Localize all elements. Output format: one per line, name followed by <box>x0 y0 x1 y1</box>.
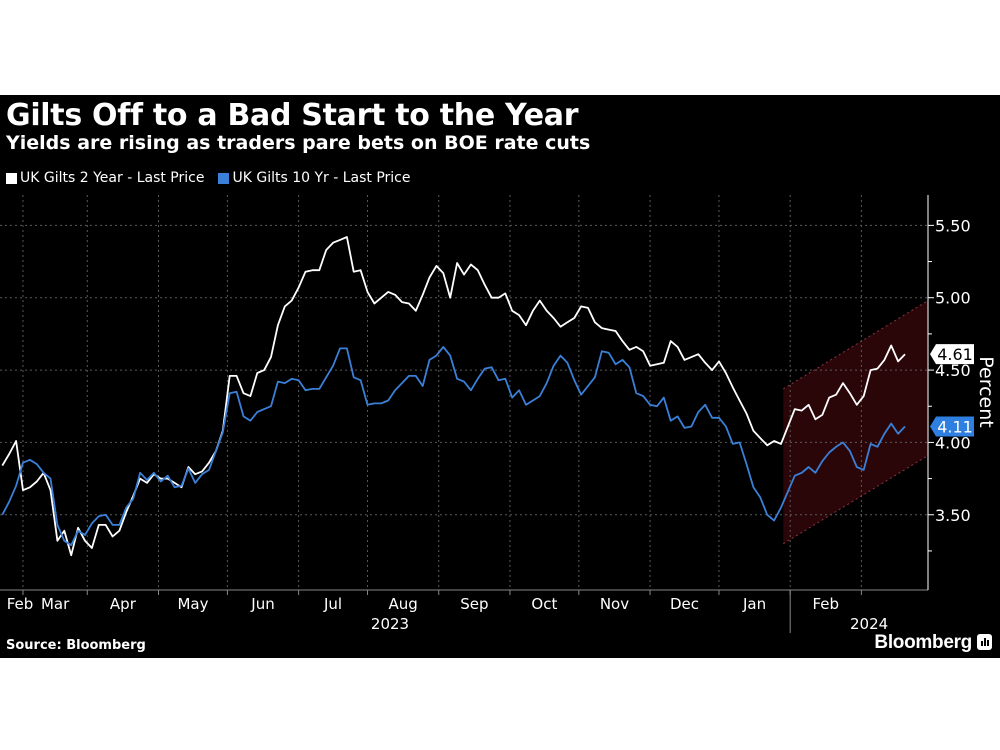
y-tick-label: 5.50 <box>935 216 971 235</box>
source-note: Source: Bloomberg <box>6 638 146 653</box>
legend: UK Gilts 2 Year - Last Price UK Gilts 10… <box>6 170 411 186</box>
legend-item-2y: UK Gilts 2 Year - Last Price <box>6 170 204 186</box>
x-month-label: Jul <box>323 595 342 613</box>
x-month-label: Nov <box>600 595 629 613</box>
trend-channel-upper-edge <box>783 300 929 390</box>
y-axis-title: Percent <box>975 356 997 428</box>
x-month-label: Sep <box>460 595 488 613</box>
y-tick-label: 3.50 <box>935 506 971 525</box>
series-points-10y <box>2 347 905 545</box>
bloomberg-chart-icon <box>977 634 992 650</box>
x-month-label: Jan <box>742 595 766 613</box>
y-tick-label: 4.00 <box>935 433 971 452</box>
x-month-label: Feb <box>7 595 34 613</box>
last-value-badge <box>930 344 974 365</box>
series-line-2y <box>1 236 906 557</box>
x-month-label: Jun <box>250 595 274 613</box>
legend-swatch-10y <box>218 172 230 184</box>
last-value-label: 4.11 <box>937 418 973 437</box>
x-year-label: 2023 <box>371 615 409 633</box>
x-month-label: Feb <box>813 595 840 613</box>
last-value-label: 4.61 <box>937 345 973 364</box>
legend-swatch-2y <box>6 172 17 184</box>
chart-subtitle: Yields are rising as traders pare bets o… <box>6 132 591 154</box>
x-month-label: Oct <box>531 595 557 613</box>
series-line-10y <box>1 345 906 546</box>
legend-label-10y: UK Gilts 10 Yr - Last Price <box>232 170 411 186</box>
y-tick-label: 5.00 <box>935 289 971 308</box>
x-month-label: Mar <box>41 595 70 613</box>
chart-title: Gilts Off to a Bad Start to the Year <box>6 98 579 133</box>
y-tick-label: 4.50 <box>935 361 971 380</box>
trend-channel-fill <box>783 300 928 544</box>
bar-chart-glyph <box>981 638 989 646</box>
bloomberg-logo: Bloomberg <box>874 632 972 653</box>
x-month-label: Dec <box>670 595 699 613</box>
trend-channel-lower-edge <box>783 455 929 545</box>
x-month-label: Aug <box>388 595 417 613</box>
x-month-label: May <box>177 595 208 613</box>
x-year-label: 2024 <box>850 615 888 633</box>
last-value-badge <box>930 416 974 437</box>
legend-item-10y: UK Gilts 10 Yr - Last Price <box>218 170 411 186</box>
legend-label-2y: UK Gilts 2 Year - Last Price <box>20 170 205 186</box>
x-month-label: Apr <box>110 595 137 613</box>
